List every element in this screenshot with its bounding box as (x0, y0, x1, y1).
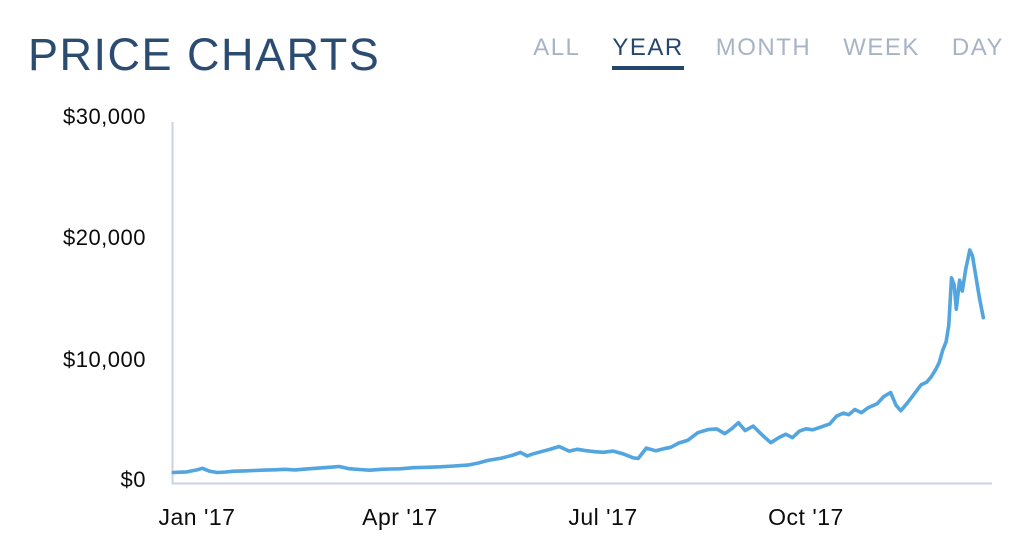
tab-day[interactable]: DAY (951, 34, 1004, 61)
x-tick-jul17: Jul '17 (568, 504, 638, 530)
header: PRICE CHARTS ALL YEAR MONTH WEEK DAY (0, 0, 1028, 78)
page-title: PRICE CHARTS (28, 28, 381, 80)
tab-all[interactable]: ALL (533, 34, 581, 61)
tab-year[interactable]: YEAR (612, 36, 684, 70)
y-tick-30000: $30,000 (62, 104, 146, 129)
y-tick-20000: $20,000 (62, 225, 146, 250)
tab-week[interactable]: WEEK (843, 34, 920, 61)
y-tick-0: $0 (120, 467, 146, 492)
x-tick-oct17: Oct '17 (768, 504, 844, 530)
tab-month[interactable]: MONTH (715, 34, 812, 61)
x-tick-jan17: Jan '17 (158, 504, 236, 530)
y-tick-10000: $10,000 (62, 347, 146, 372)
x-tick-apr17: Apr '17 (362, 504, 438, 530)
price-series-line (171, 248, 986, 475)
range-tabs: ALL YEAR MONTH WEEK DAY (533, 36, 1004, 78)
